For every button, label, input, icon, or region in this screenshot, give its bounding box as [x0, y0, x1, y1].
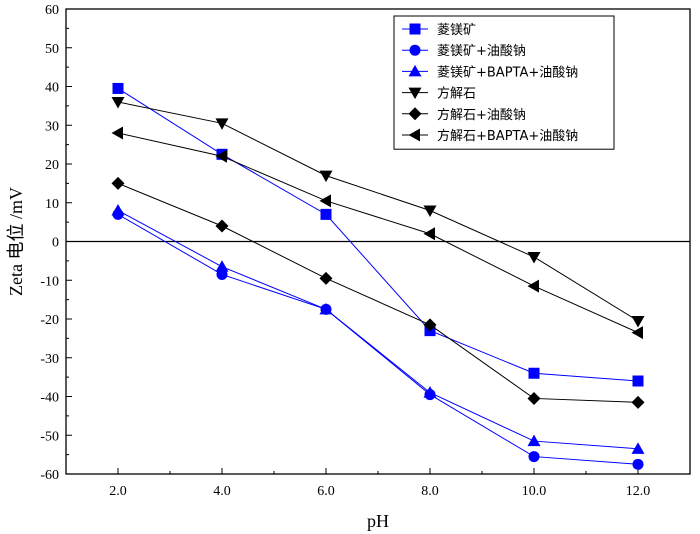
legend-label: 菱镁矿: [437, 23, 476, 38]
legend: 菱镁矿菱镁矿+油酸钠菱镁矿+BAPTA+油酸钠方解石方解石+油酸钠方解石+BAP…: [393, 15, 615, 150]
data-point: [527, 279, 539, 293]
y-tick-label: 60: [45, 3, 59, 18]
data-point: [527, 434, 541, 447]
data-point: [111, 97, 125, 109]
series-3: [111, 97, 645, 328]
series-4: [111, 176, 645, 409]
y-tick-label: -50: [40, 429, 59, 444]
y-tick-label: -60: [40, 468, 59, 483]
data-point: [215, 149, 227, 163]
data-point: [111, 126, 123, 140]
legend-label: 菱镁矿+BAPTA+油酸钠: [437, 65, 578, 80]
data-point: [112, 82, 124, 94]
y-tick-label: 0: [52, 236, 59, 251]
y-tick-label: 50: [45, 42, 59, 57]
y-tick-label: 20: [45, 158, 59, 173]
legend-label: 方解石+BAPTA+油酸钠: [437, 128, 578, 144]
data-point: [632, 458, 644, 470]
series-line: [117, 210, 639, 450]
data-point: [527, 391, 541, 405]
data-point: [111, 204, 125, 216]
y-tick-label: -20: [40, 313, 59, 328]
x-tick-label: 12.0: [626, 484, 651, 499]
data-point: [320, 208, 332, 220]
x-axis-title: pH: [367, 511, 389, 531]
y-tick-label: -40: [40, 391, 59, 406]
data-point: [111, 176, 125, 190]
data-point: [423, 205, 437, 217]
series-line: [117, 213, 639, 465]
x-tick-label: 2.0: [109, 484, 127, 499]
series-2: [111, 204, 645, 454]
data-point: [423, 386, 437, 398]
axes: -60 -50 -40 -30 -20 -10 0 10 20 30 40 50 60 2.0 4.0 6.0…: [40, 3, 691, 499]
legend-marker: [409, 23, 421, 35]
x-tick-label: 4.0: [213, 484, 231, 499]
legend-label: 方解石: [437, 86, 476, 102]
data-point: [423, 318, 437, 332]
data-point: [319, 302, 333, 315]
data-point: [631, 442, 645, 454]
y-axis-title: Zeta 电位 /mV: [6, 187, 26, 296]
series-5: [111, 126, 643, 340]
data-point: [527, 252, 541, 264]
data-point: [631, 395, 645, 409]
series-line: [117, 101, 639, 322]
legend-marker: [408, 107, 422, 121]
data-point: [631, 315, 645, 328]
series-line: [117, 132, 639, 334]
data-point: [319, 170, 333, 183]
data-point: [423, 227, 435, 241]
legend-marker: [408, 128, 420, 142]
x-tick-label: 6.0: [317, 484, 335, 499]
data-point: [215, 118, 229, 130]
data-point: [215, 260, 229, 272]
legend-label: 方解石+油酸钠: [437, 107, 526, 123]
y-tick-label: 40: [45, 81, 59, 96]
data-point: [215, 219, 229, 233]
legend-marker: [408, 64, 422, 77]
legend-box: [393, 15, 615, 150]
data-point: [632, 375, 644, 387]
series-layer: [111, 82, 645, 470]
legend-marker: [409, 44, 421, 56]
data-point: [631, 326, 643, 340]
y-tick-label: -30: [40, 352, 59, 367]
y-tick-label: -10: [40, 274, 59, 289]
data-point: [528, 367, 540, 379]
y-tick-label: 30: [45, 119, 59, 134]
data-point: [319, 271, 333, 285]
legend-marker: [408, 87, 422, 100]
series-line: [117, 88, 639, 382]
data-point: [319, 194, 331, 208]
y-tick-label: 10: [45, 197, 59, 212]
data-point: [528, 451, 540, 463]
x-tick-label: 10.0: [522, 484, 547, 499]
legend-label: 菱镁矿+油酸钠: [437, 44, 526, 59]
x-tick-label: 8.0: [421, 484, 439, 499]
series-line: [117, 182, 639, 403]
